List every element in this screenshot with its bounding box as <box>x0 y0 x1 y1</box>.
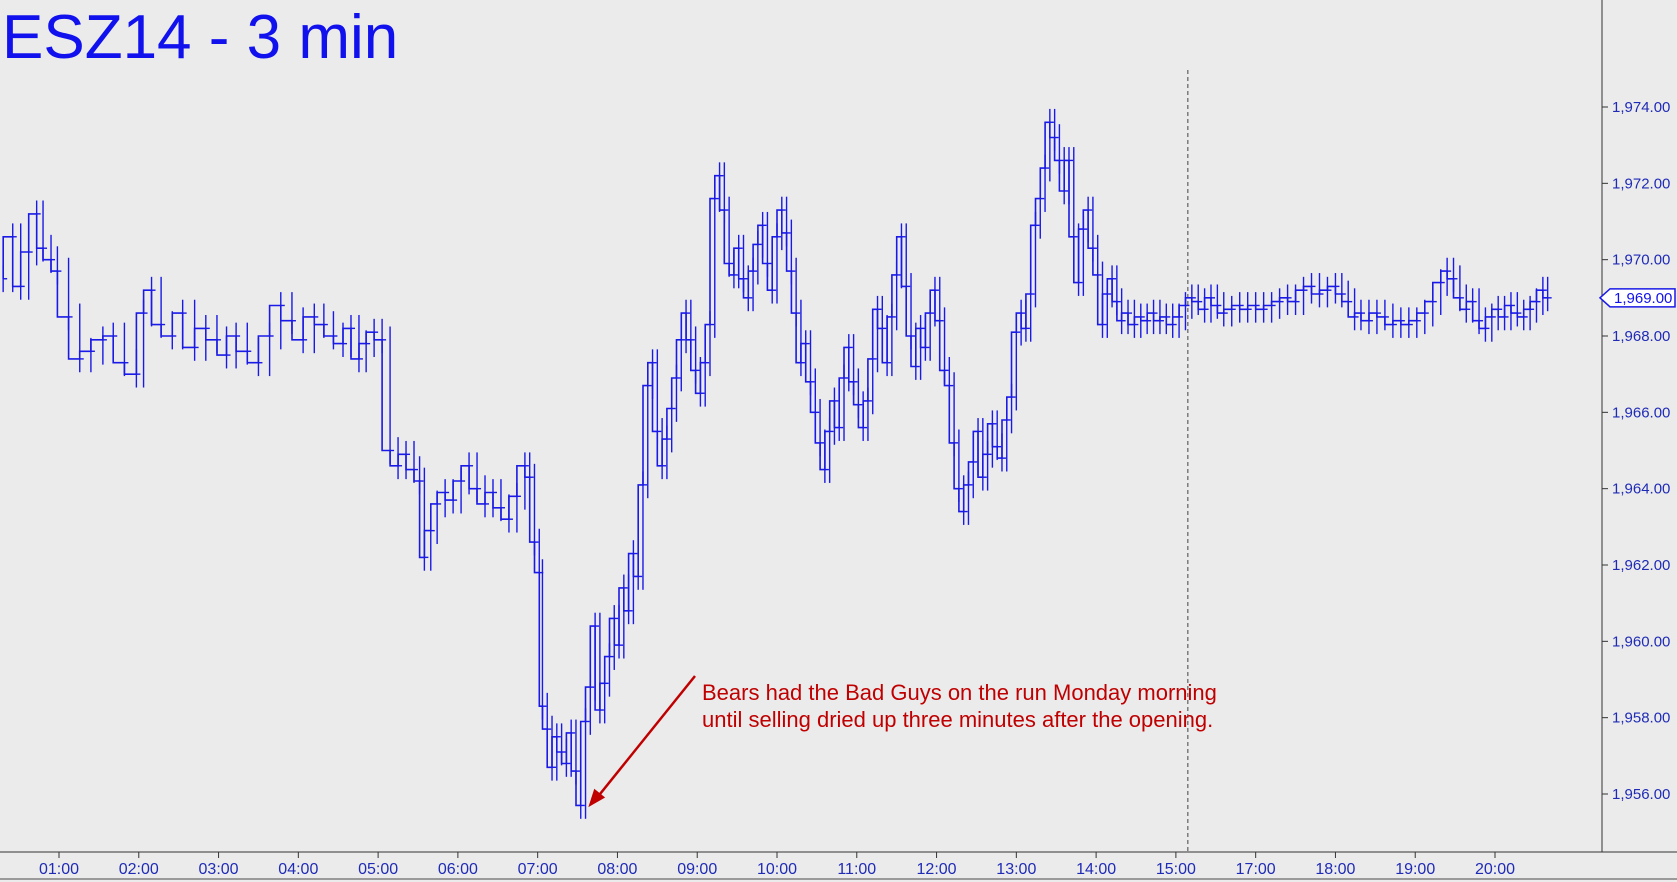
x-tick-label: 07:00 <box>518 861 558 878</box>
x-tick-label: 08:00 <box>597 861 637 878</box>
x-tick-label: 04:00 <box>278 861 318 878</box>
x-tick-label: 03:00 <box>199 861 239 878</box>
y-tick-label: 1,966.00 <box>1612 404 1670 421</box>
x-tick-label: 05:00 <box>358 861 398 878</box>
y-tick-label: 1,964.00 <box>1612 481 1670 498</box>
x-tick-label: 13:00 <box>996 861 1036 878</box>
x-tick-label: 02:00 <box>119 861 159 878</box>
last-price-badge: 1,969.00 <box>1598 288 1676 308</box>
y-axis: 1,956.00 1,958.00 1,960.00 1,962.00 1,964.00… <box>1601 0 1670 852</box>
x-tick-label: 11:00 <box>837 861 876 878</box>
x-tick-label: 06:00 <box>438 861 478 878</box>
annotation-text-line: Bears had the Bad Guys on the run Monday… <box>702 680 1217 705</box>
x-tick-label: 17:00 <box>1236 861 1276 878</box>
x-tick-label: 14:00 <box>1076 861 1116 878</box>
x-tick-label: 18:00 <box>1315 861 1355 878</box>
x-tick-label: 19:00 <box>1395 861 1435 878</box>
y-tick-label: 1,968.00 <box>1612 328 1670 345</box>
x-tick-label: 09:00 <box>677 861 717 878</box>
annotation-text-line: until selling dried up three minutes aft… <box>702 707 1213 732</box>
y-tick-label: 1,960.00 <box>1612 633 1670 650</box>
price-series-layer: 1,969.00 <box>2 70 1676 852</box>
annotation-arrow-shaft <box>593 675 696 802</box>
annotation-arrowhead <box>588 788 606 808</box>
x-tick-label: 10:00 <box>757 861 797 878</box>
x-tick-label: 20:00 <box>1475 861 1515 878</box>
last-price-badge-shape <box>1598 288 1676 308</box>
annotation-layer: Bears had the Bad Guys on the run Monday… <box>588 675 1217 808</box>
y-tick-label: 1,974.00 <box>1612 99 1670 116</box>
y-tick-label: 1,972.00 <box>1612 175 1670 192</box>
x-tick-label: 01:00 <box>39 861 79 878</box>
last-price-label: 1,969.00 <box>1614 290 1672 307</box>
x-axis: 01:00 02:00 03:00 04:00 05:00 06:00 07:00 08:00… <box>0 851 1677 880</box>
annotation: Bears had the Bad Guys on the run Monday… <box>588 675 1217 808</box>
y-tick-label: 1,956.00 <box>1612 786 1670 803</box>
x-tick-label: 12:00 <box>917 861 957 878</box>
chart-title: ESZ14 - 3 min <box>2 3 398 72</box>
y-tick-label: 1,970.00 <box>1612 252 1670 269</box>
x-tick-label: 15:00 <box>1156 861 1196 878</box>
y-tick-label: 1,962.00 <box>1612 557 1670 574</box>
y-tick-label: 1,958.00 <box>1612 710 1670 727</box>
